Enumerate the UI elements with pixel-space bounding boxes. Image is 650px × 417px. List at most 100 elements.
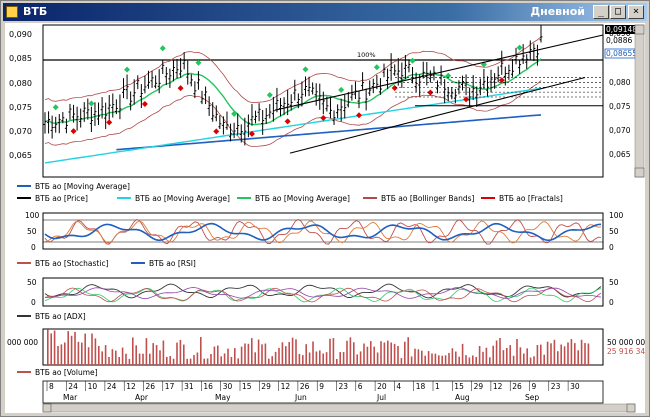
volume-bar: [577, 350, 579, 365]
moving-average-short: [44, 58, 542, 126]
volume-bar: [213, 346, 216, 365]
fractal-down-marker: [320, 114, 327, 121]
volume-bar: [271, 356, 273, 365]
volume-bar: [176, 342, 178, 365]
maximize-button[interactable]: □: [610, 5, 626, 19]
x-day-label: 12: [126, 382, 136, 391]
price-right-axis: 0,090 0,080 0,075 0,070 0,065 0,09148 0,…: [604, 25, 637, 159]
volume-bar: [172, 358, 175, 365]
volume-bar: [342, 352, 345, 365]
fractal-up-marker: [373, 64, 380, 71]
fractal-up-marker: [195, 59, 202, 66]
volume-bar: [509, 345, 511, 365]
volume-bar: [393, 343, 396, 365]
chart-area[interactable]: 0,090 0,085 0,080 0,075 0,070 0,065 0,09…: [5, 23, 650, 413]
volume-bar: [98, 346, 100, 365]
volume-bar: [584, 343, 586, 365]
osc-y-tick: 0: [31, 243, 36, 252]
fib-level-label: 100%: [357, 51, 376, 59]
volume-bar: [47, 329, 49, 365]
volume-bar: [383, 342, 386, 365]
volume-legend: ВТБ ао [Volume]: [17, 368, 98, 377]
volume-bar: [132, 337, 134, 365]
volume-bar: [339, 352, 341, 365]
adx-legend: ВТБ ао [ADX]: [17, 312, 86, 321]
y-tick: 0,080: [9, 79, 32, 88]
scroll-down-button[interactable]: [634, 167, 645, 178]
volume-bar: [373, 346, 375, 365]
volume-bar: [84, 333, 86, 365]
horizontal-scrollbar[interactable]: [42, 403, 636, 413]
volume-bar: [346, 340, 348, 365]
x-day-label: 30: [570, 382, 580, 391]
fractal-down-marker: [177, 85, 184, 92]
volume-bar: [407, 337, 409, 365]
adxr-line: [44, 287, 602, 300]
x-day-label: 12: [281, 382, 291, 391]
volume-bar: [587, 343, 590, 365]
close-button[interactable]: ×: [628, 5, 644, 19]
volume-bar: [485, 347, 488, 365]
volume-bar: [295, 339, 297, 365]
fractal-up-marker: [124, 66, 131, 73]
fractal-up-marker: [338, 86, 345, 93]
volume-bar: [336, 358, 338, 365]
adx-y-tick: 0: [609, 298, 614, 307]
volume-bar: [421, 350, 423, 365]
x-month-label: Aug: [455, 393, 470, 402]
volume-bar: [302, 355, 304, 365]
volume-bar: [434, 353, 437, 365]
volume-bar: [315, 351, 318, 365]
volume-bar: [142, 353, 144, 365]
scroll-right-button[interactable]: [626, 403, 636, 413]
legend-label: ВТБ ао [Fractals]: [499, 194, 563, 203]
volume-bar: [465, 355, 467, 365]
fractal-up-marker: [409, 57, 416, 64]
y-tick: 0,085: [9, 54, 32, 63]
volume-bar: [349, 337, 352, 365]
volume-bar: [50, 333, 52, 365]
title-bar[interactable]: ВТБ Дневной _ □ ×: [3, 3, 647, 21]
volume-bar: [536, 344, 539, 365]
vertical-scrollbar[interactable]: [634, 24, 645, 178]
volume-bar: [145, 338, 148, 365]
volume-bar: [441, 355, 443, 365]
volume-bar: [523, 353, 525, 365]
volume-bar: [461, 343, 464, 365]
fractal-down-marker: [498, 77, 505, 84]
x-day-label: 18: [416, 382, 426, 391]
chart-svg[interactable]: 0,090 0,085 0,080 0,075 0,070 0,065 0,09…: [5, 23, 650, 413]
x-day-label: 24: [68, 382, 78, 391]
volume-bar: [111, 349, 114, 365]
fractal-down-marker: [356, 112, 363, 119]
volume-bar: [319, 350, 321, 365]
volume-bar: [268, 358, 270, 365]
x-day-label: 26: [512, 382, 522, 391]
oscillator-legend: ВТБ ао [Stochastic] ВТБ ао [RSI]: [17, 259, 196, 268]
minimize-button[interactable]: _: [593, 5, 609, 19]
volume-bar: [353, 342, 355, 365]
timeframe-label[interactable]: Дневной: [530, 5, 585, 18]
volume-bar: [159, 350, 161, 365]
scroll-up-button[interactable]: [634, 24, 645, 35]
fractal-up-marker: [516, 44, 523, 51]
volume-bar: [325, 352, 328, 365]
volume-bar: [546, 341, 549, 365]
volume-bar: [376, 352, 379, 365]
volume-bar: [53, 330, 56, 365]
volume-bar: [254, 352, 256, 365]
volume-bar: [70, 335, 73, 365]
volume-y-tick: 000 000: [7, 338, 38, 347]
volume-bar: [458, 356, 460, 365]
volume-bar: [366, 346, 369, 365]
volume-bar: [230, 356, 233, 365]
fractal-up-marker: [88, 100, 95, 107]
oscillator-series: [43, 218, 603, 245]
volume-bar: [261, 344, 263, 365]
fractal-down-marker: [248, 130, 255, 137]
volume-bar: [489, 357, 491, 365]
volume-bar: [499, 338, 501, 365]
scroll-left-button[interactable]: [42, 403, 52, 413]
legend-label: ВТБ ао [Volume]: [35, 368, 98, 377]
x-month-label: Apr: [135, 393, 149, 402]
